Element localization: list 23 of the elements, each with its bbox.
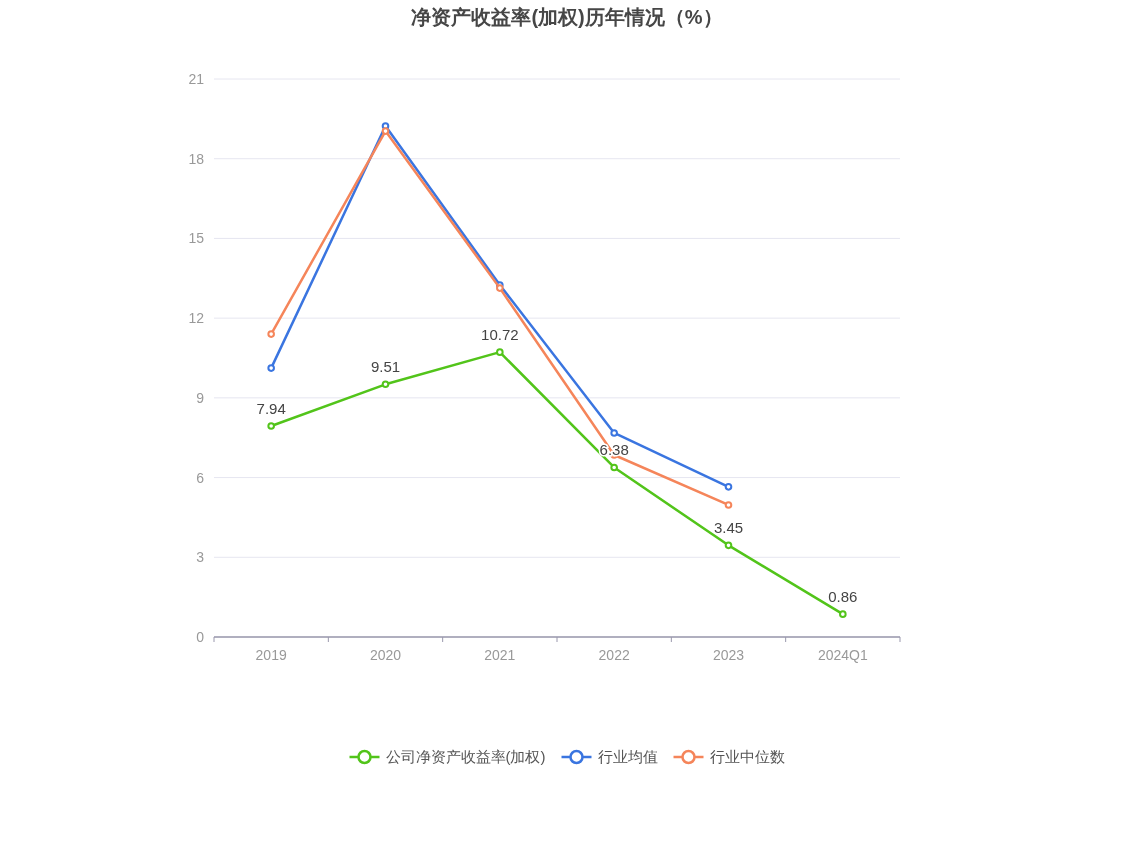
y-tick-label: 0: [196, 629, 205, 645]
legend-label: 行业均值: [597, 748, 658, 765]
data-label: 0.86: [828, 588, 858, 606]
y-tick-label: 18: [188, 150, 205, 167]
x-tick-label: 2021: [484, 647, 516, 663]
data-label: 10.72: [481, 326, 519, 344]
data-label: 7.94: [256, 400, 286, 418]
x-tick-label: 2022: [598, 647, 630, 663]
y-tick-label: 3: [196, 549, 205, 566]
x-tick-label: 2024Q1: [817, 647, 868, 663]
legend-label: 公司净资产收益率(加权): [385, 748, 546, 765]
legend-label: 行业中位数: [709, 748, 785, 765]
y-tick-label: 9: [196, 389, 205, 406]
x-tick-label: 2019: [255, 647, 287, 663]
y-tick-label: 6: [196, 469, 205, 486]
y-tick-label: 12: [188, 310, 205, 327]
y-tick-label: 15: [188, 230, 205, 247]
data-label: 3.45: [713, 519, 744, 537]
x-tick-label: 2020: [369, 647, 402, 663]
x-tick-label: 2023: [712, 647, 745, 663]
chart-title: 净资产收益率(加权)历年情况（%）: [411, 6, 723, 28]
data-label: 9.51: [370, 358, 401, 376]
y-tick-label: 21: [188, 71, 205, 87]
